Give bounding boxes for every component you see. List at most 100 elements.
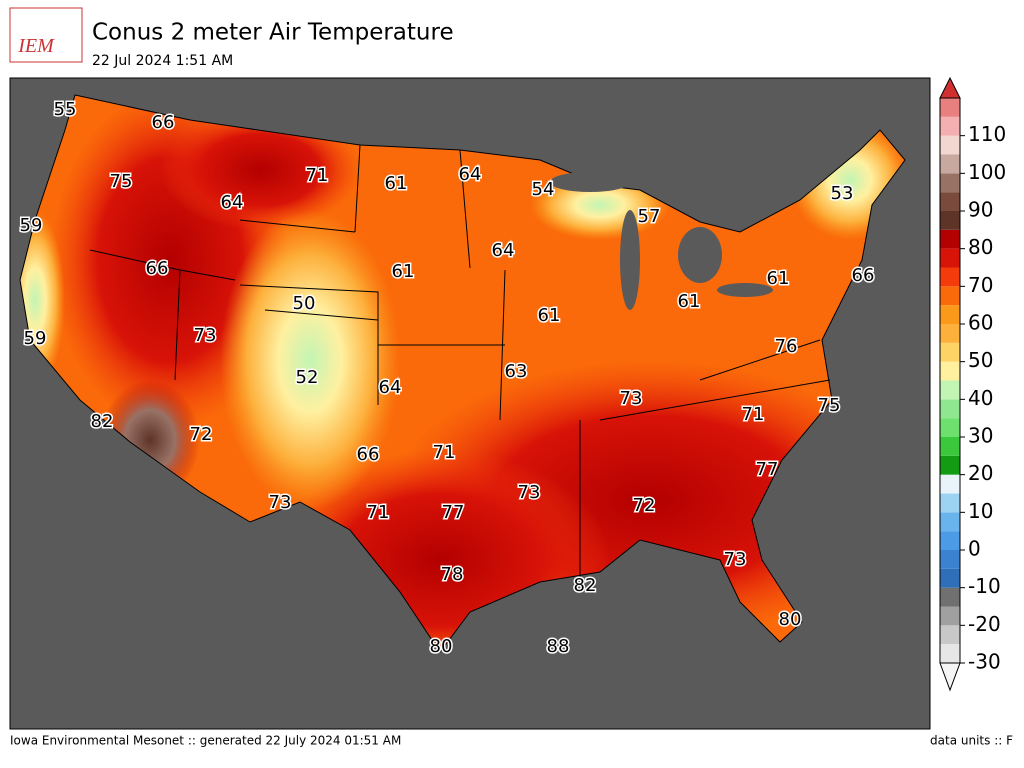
colorbar-swatch bbox=[940, 154, 960, 174]
station-label: 63 bbox=[505, 361, 528, 382]
station-label: 61 bbox=[385, 173, 408, 194]
station-label: 66 bbox=[152, 112, 175, 133]
station-label: 88 bbox=[547, 636, 570, 657]
station-label: 71 bbox=[306, 165, 329, 186]
colorbar-swatch bbox=[940, 418, 960, 437]
station-label: 73 bbox=[518, 482, 541, 503]
station-label: 76 bbox=[775, 336, 798, 357]
station-label: 64 bbox=[221, 192, 244, 213]
station-label: 72 bbox=[190, 424, 213, 445]
station-label: 55 bbox=[54, 99, 77, 120]
colorbar-swatch bbox=[940, 342, 960, 362]
station-label: 52 bbox=[296, 367, 319, 388]
colorbar-swatch bbox=[940, 625, 960, 645]
colorbar-swatch bbox=[940, 437, 960, 456]
station-label: 61 bbox=[767, 268, 790, 289]
colorbar-swatch bbox=[940, 211, 960, 230]
station-label: 64 bbox=[492, 240, 515, 261]
colorbar-tick-label: 60 bbox=[968, 311, 993, 335]
station-label: 59 bbox=[24, 328, 47, 349]
colorbar-swatch bbox=[940, 98, 960, 117]
colorbar-swatch bbox=[940, 606, 960, 626]
lake bbox=[717, 283, 773, 297]
station-label: 73 bbox=[194, 325, 217, 346]
station-label: 82 bbox=[91, 411, 114, 432]
colorbar-tick-label: -30 bbox=[968, 650, 1001, 674]
station-label: 80 bbox=[430, 636, 453, 657]
station-label: 57 bbox=[638, 206, 661, 227]
colorbar-frame bbox=[939, 97, 961, 664]
colorbar-swatch bbox=[940, 474, 960, 494]
station-label: 54 bbox=[532, 179, 555, 200]
colorbar-swatch bbox=[940, 644, 960, 663]
station-label: 66 bbox=[357, 444, 380, 465]
station-label: 77 bbox=[756, 459, 779, 480]
colorbar-tick-label: 0 bbox=[968, 537, 981, 561]
colorbar-tick-label: 70 bbox=[968, 273, 993, 297]
station-label: 72 bbox=[633, 495, 656, 516]
station-label: 64 bbox=[459, 164, 482, 185]
colorbar-tick-label: 40 bbox=[968, 386, 993, 410]
colorbar-swatch bbox=[940, 493, 960, 513]
colorbar-tick-label: 30 bbox=[968, 424, 993, 448]
field-blob bbox=[220, 210, 400, 510]
state-borders bbox=[89, 144, 831, 580]
colorbar-swatch bbox=[940, 568, 960, 588]
station-label: 71 bbox=[742, 404, 765, 425]
colorbar-swatch bbox=[940, 455, 960, 475]
colorbar-under bbox=[939, 662, 961, 692]
station-label: 75 bbox=[818, 395, 841, 416]
colorbar-tick-label: 10 bbox=[968, 499, 993, 523]
temperature-field bbox=[20, 95, 905, 652]
lake bbox=[550, 172, 630, 192]
station-label: 53 bbox=[831, 183, 854, 204]
colorbar-over bbox=[939, 76, 961, 99]
station-label: 80 bbox=[779, 609, 802, 630]
colorbar-swatch bbox=[940, 135, 960, 155]
logo-text: IEM bbox=[17, 35, 55, 57]
station-label: 50 bbox=[293, 293, 316, 314]
map bbox=[9, 77, 931, 730]
colorbar-swatch bbox=[940, 286, 960, 306]
station-label: 61 bbox=[392, 261, 415, 282]
footer-left: Iowa Environmental Mesonet :: generated … bbox=[10, 734, 401, 748]
field-blob bbox=[160, 110, 360, 230]
colorbar-swatch bbox=[940, 192, 960, 211]
station-label: 82 bbox=[574, 575, 597, 596]
colorbar-swatch bbox=[940, 399, 960, 419]
colorbar-swatch bbox=[940, 380, 960, 400]
colorbar-tick-label: 110 bbox=[968, 122, 1006, 146]
colorbar-swatch bbox=[940, 587, 960, 607]
station-label: 64 bbox=[379, 377, 402, 398]
title: Conus 2 meter Air Temperature bbox=[92, 20, 454, 46]
lake bbox=[620, 210, 640, 310]
colorbar-swatch bbox=[940, 305, 960, 324]
station-label: 61 bbox=[678, 291, 701, 312]
station-label: 78 bbox=[441, 564, 464, 585]
colorbar-swatch bbox=[940, 531, 960, 550]
subtitle: 22 Jul 2024 1:51 AM bbox=[92, 53, 233, 69]
lake bbox=[678, 227, 722, 283]
colorbar-tick-label: 50 bbox=[968, 348, 993, 372]
station-label: 59 bbox=[20, 215, 43, 236]
logo-frame bbox=[9, 7, 83, 63]
colorbar-tick-label: 80 bbox=[968, 235, 993, 259]
us-outline bbox=[19, 94, 906, 653]
logo: IEM bbox=[9, 7, 83, 63]
colorbar-tick-label: 100 bbox=[968, 160, 1006, 184]
station-label: 71 bbox=[433, 442, 456, 463]
colorbar-swatch bbox=[940, 267, 960, 287]
station-label: 73 bbox=[620, 388, 643, 409]
station-label: 73 bbox=[724, 549, 747, 570]
footer-right: data units :: F bbox=[930, 734, 1013, 748]
colorbar-tick-label: -10 bbox=[968, 574, 1001, 598]
colorbar-swatch bbox=[940, 116, 960, 136]
station-labels: 55 66 75 59 66 59 73 82 72 50 52 64 71 61 64 54 57 53 64 61… bbox=[18, 98, 876, 659]
station-label: 73 bbox=[269, 492, 292, 513]
station-label: 66 bbox=[852, 265, 875, 286]
colorbar-swatch bbox=[940, 248, 960, 268]
station-label: 71 bbox=[367, 502, 390, 523]
colorbar-swatch bbox=[940, 324, 960, 343]
colorbar-tick-label: -20 bbox=[968, 612, 1001, 636]
